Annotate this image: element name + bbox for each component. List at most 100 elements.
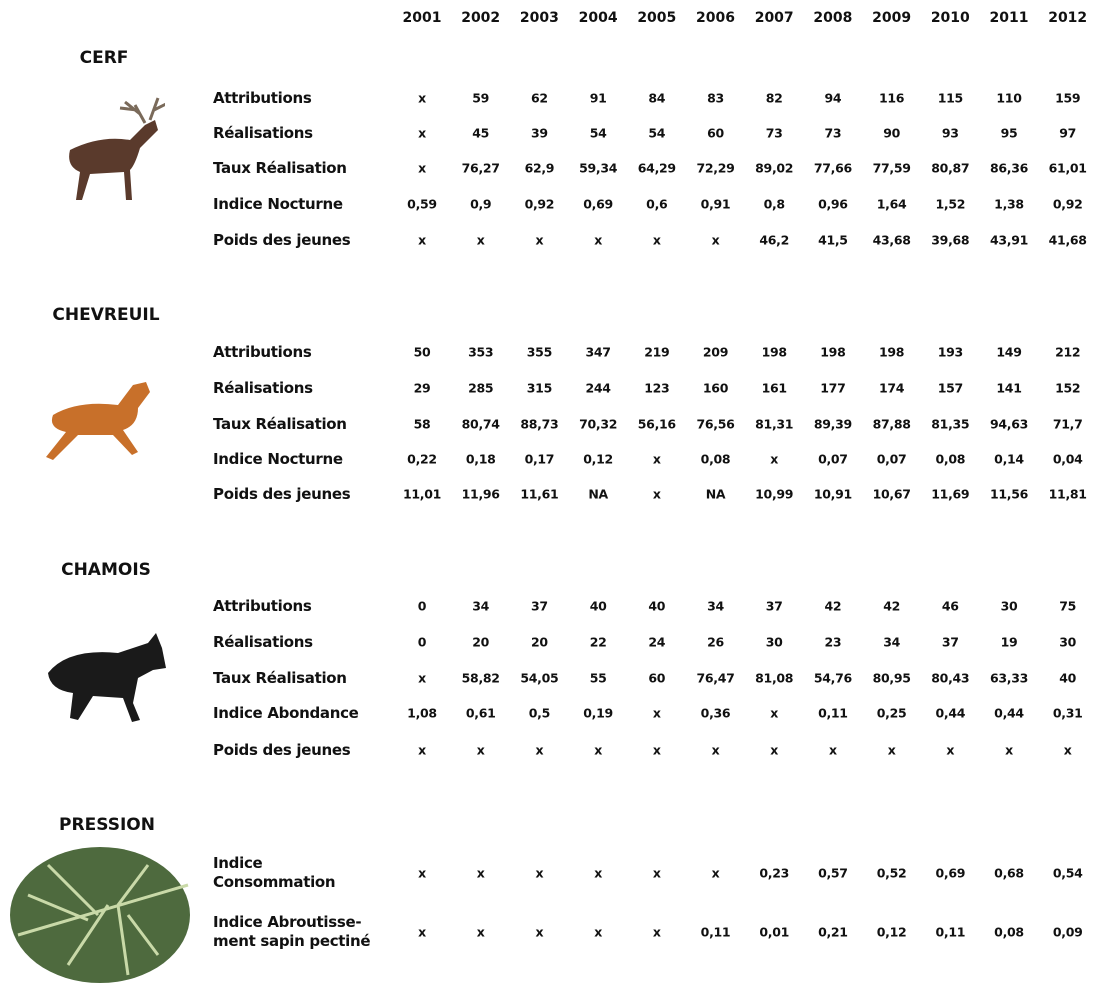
cell-value: 123 <box>644 380 670 396</box>
cell-value: x <box>594 742 602 758</box>
cell-value: 94,63 <box>989 416 1029 432</box>
year-header: 2002 <box>461 10 501 26</box>
cell-value: 80,95 <box>872 670 911 686</box>
cell-value: 0 <box>417 634 427 650</box>
cell-value: 0,21 <box>818 924 848 940</box>
row-label: Attributions <box>213 89 312 107</box>
cell-value: 61,01 <box>1048 160 1087 176</box>
pine-image <box>10 847 190 983</box>
cell-value: 285 <box>468 380 494 396</box>
cell-value: x <box>711 742 720 758</box>
cell-value: 87,88 <box>872 416 911 432</box>
cell-value: 0 <box>417 598 427 614</box>
cell-value: 62 <box>530 90 548 106</box>
cell-value: 0,96 <box>818 196 848 212</box>
row-label: Indice Nocturne <box>213 450 343 468</box>
cell-value: 37 <box>941 634 959 650</box>
cell-value: 315 <box>526 380 553 396</box>
cell-value: 0,18 <box>465 451 496 467</box>
cell-value: x <box>594 924 602 940</box>
cell-value: 80,87 <box>931 160 970 176</box>
cell-value: x <box>535 742 544 758</box>
cell-value: 0,44 <box>994 705 1024 721</box>
cell-value: 89,02 <box>755 160 794 176</box>
cell-value: 0,31 <box>1052 705 1083 721</box>
cell-value: x <box>652 232 661 248</box>
cell-value: 20 <box>472 634 490 650</box>
row-label: Taux Réalisation <box>213 159 347 177</box>
year-header: 2007 <box>754 10 794 26</box>
cell-value: x <box>594 232 602 248</box>
cell-value: NA <box>588 486 608 502</box>
row-label: Taux Réalisation <box>213 415 347 433</box>
cell-value: 40 <box>589 598 607 614</box>
cell-value: 39,68 <box>931 232 970 248</box>
cell-value: x <box>770 705 779 721</box>
cell-value: x <box>418 670 426 686</box>
cell-value: 83 <box>707 90 724 106</box>
cell-value: 40 <box>1059 670 1077 686</box>
cell-value: 0,36 <box>700 705 731 721</box>
cell-value: x <box>476 865 485 881</box>
cell-value: 0,9 <box>470 196 492 212</box>
cell-value: x <box>535 865 544 881</box>
cell-value: 30 <box>1000 598 1018 614</box>
cell-value: 0,6 <box>646 196 668 212</box>
cell-value: 1,52 <box>935 196 966 212</box>
cell-value: 90 <box>883 125 900 141</box>
cell-value: 0,57 <box>818 865 848 881</box>
cell-value: 23 <box>824 634 842 650</box>
cell-value: x <box>418 742 426 758</box>
row-label: Indice Nocturne <box>213 195 343 213</box>
cell-value: x <box>418 232 426 248</box>
year-header: 2001 <box>402 10 442 26</box>
cell-value: 81,31 <box>755 416 794 432</box>
cell-value: 11,69 <box>931 486 970 502</box>
cell-value: 76,47 <box>696 670 735 686</box>
cell-value: 355 <box>526 344 553 360</box>
cell-value: 0,19 <box>583 705 613 721</box>
cell-value: x <box>652 451 661 467</box>
cell-value: 11,56 <box>989 486 1029 502</box>
cell-value: 0,54 <box>1052 865 1083 881</box>
cell-value: 50 <box>413 344 431 360</box>
cell-value: 63,33 <box>989 670 1029 686</box>
cell-value: 0,52 <box>876 865 907 881</box>
cell-value: 0,44 <box>935 705 966 721</box>
cell-value: 89,39 <box>813 416 852 432</box>
cell-value: 116 <box>878 90 905 106</box>
cell-value: 91 <box>589 90 607 106</box>
cell-value: x <box>418 160 426 176</box>
cell-value: 24 <box>648 634 666 650</box>
cell-value: 0,68 <box>994 865 1024 881</box>
row-label: Poids des jeunes <box>213 485 351 503</box>
cell-value: 93 <box>941 125 959 141</box>
cell-value: 198 <box>820 344 846 360</box>
section-title: CERF <box>79 48 129 68</box>
cell-value: 0,23 <box>759 865 790 881</box>
cell-value: 59 <box>472 90 490 106</box>
cell-value: 1,08 <box>407 705 437 721</box>
cell-value: 198 <box>761 344 788 360</box>
cell-value: 0,11 <box>700 924 731 940</box>
cell-value: 0,09 <box>1052 924 1083 940</box>
cell-value: x <box>418 865 426 881</box>
cell-value: 20 <box>530 634 548 650</box>
cell-value: 0,8 <box>763 196 786 212</box>
cell-value: 0,92 <box>524 196 555 212</box>
cell-value: 45 <box>472 125 490 141</box>
cell-value: 56,16 <box>637 416 676 432</box>
cell-value: x <box>652 742 661 758</box>
cell-value: x <box>652 486 661 502</box>
cell-value: 60 <box>707 125 724 141</box>
cell-value: x <box>476 924 485 940</box>
cell-value: 29 <box>413 380 431 396</box>
cell-value: 0,69 <box>935 865 966 881</box>
cell-value: 115 <box>937 90 964 106</box>
cell-value: 58,82 <box>461 670 500 686</box>
cell-value: 1,38 <box>994 196 1024 212</box>
cell-value: 59,34 <box>579 160 618 176</box>
cell-value: 39 <box>530 125 548 141</box>
cell-value: x <box>711 232 720 248</box>
cell-value: 54 <box>589 125 607 141</box>
